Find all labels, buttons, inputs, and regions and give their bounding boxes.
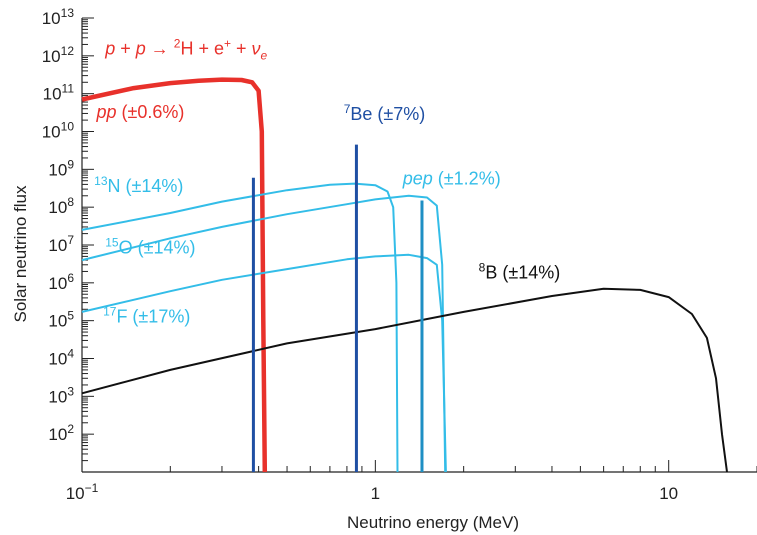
series-layer xyxy=(81,77,728,473)
label-Be7: 7Be (±7%) xyxy=(344,102,426,124)
y-tick-label: 1012 xyxy=(42,44,75,66)
y-tick-label: 1010 xyxy=(42,120,75,142)
y-tick-label: 102 xyxy=(48,422,74,444)
y-tick-label: 1013 xyxy=(42,6,75,28)
annotation-layer: p + p → 2H + e+ + νe pp (±0.6%) 7Be (±7%) 1… xyxy=(94,36,560,326)
label-O15: 15O (±14%) xyxy=(105,235,195,257)
axes: 1021031041051061071081091010101110121013… xyxy=(42,6,757,503)
label-pp: pp (±0.6%) xyxy=(95,102,184,122)
y-axis-label: Solar neutrino flux xyxy=(11,185,30,323)
curve-N13 xyxy=(81,182,399,473)
y-tick-label: 108 xyxy=(48,195,74,217)
label-reaction: p + p → 2H + e+ + νe xyxy=(104,36,267,62)
x-tick-label: 1 xyxy=(371,484,380,503)
curve-pp xyxy=(81,77,268,473)
label-B8: 8B (±14%) xyxy=(479,261,561,283)
label-pep: pep (±1.2%) xyxy=(402,168,501,188)
y-tick-label: 1011 xyxy=(43,82,75,104)
x-tick-label: 10 xyxy=(659,484,678,503)
label-N13: 13N (±14%) xyxy=(94,174,183,196)
y-tick-label: 107 xyxy=(48,233,74,255)
y-tick-label: 103 xyxy=(48,384,74,406)
x-tick-label: 10−1 xyxy=(66,481,99,503)
y-tick-label: 105 xyxy=(48,309,74,331)
label-F17: 17F (±17%) xyxy=(103,304,190,326)
curve-F17 xyxy=(81,253,447,473)
y-tick-label: 109 xyxy=(48,157,74,179)
x-axis-label: Neutrino energy (MeV) xyxy=(347,513,519,532)
curve-B8 xyxy=(81,287,728,473)
curve-O15 xyxy=(81,194,447,473)
y-tick-label: 104 xyxy=(48,347,74,369)
y-tick-label: 106 xyxy=(48,271,74,293)
